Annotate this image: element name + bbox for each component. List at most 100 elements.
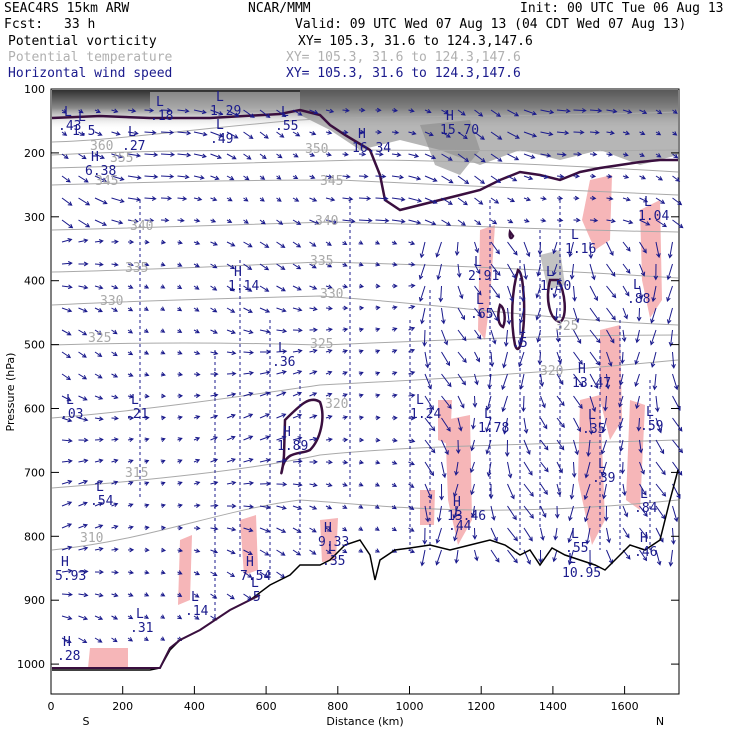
wind-arrow <box>457 329 467 342</box>
wind-arrow <box>639 241 647 254</box>
wind-arrow <box>226 571 236 578</box>
wind-arrow <box>424 131 434 137</box>
extremum-low: L1.24 <box>410 393 441 422</box>
wind-arrow <box>226 263 235 270</box>
wind-arrow <box>193 307 200 312</box>
wind-arrow <box>144 196 157 201</box>
wind-arrow <box>457 197 468 206</box>
y-tick-label: 400 <box>24 275 45 288</box>
wind-arrow <box>342 548 348 554</box>
wind-arrow <box>210 218 217 223</box>
extremum-value: 9.33 <box>318 535 349 550</box>
y-tick-label: 500 <box>24 339 45 352</box>
extremum-low: L.5 <box>512 322 528 351</box>
wind-arrow <box>309 130 317 136</box>
wind-arrow <box>375 174 387 179</box>
wind-arrow <box>292 219 302 225</box>
wind-arrow <box>523 527 533 542</box>
wind-arrow <box>342 129 349 135</box>
wind-arrow <box>422 527 428 545</box>
extremum-high: H16.34 <box>352 127 391 156</box>
wind-arrow <box>243 413 254 419</box>
north-label: N <box>656 715 664 728</box>
wind-arrow <box>226 241 236 247</box>
wind-arrow <box>391 174 405 180</box>
extremum-value: .46 <box>634 545 657 560</box>
wind-arrow <box>259 391 271 397</box>
wind-arrow <box>573 108 587 113</box>
wind-arrow <box>226 413 236 419</box>
wind-arrow <box>375 327 381 333</box>
x-tick-label: 1000 <box>396 700 424 713</box>
wind-arrow <box>375 349 381 354</box>
wind-arrow <box>160 614 166 619</box>
field-pv-xy: XY= 105.3, 31.6 to 124.3,147.6 <box>298 34 533 49</box>
wind-arrow <box>325 152 332 157</box>
wind-arrow <box>358 151 367 157</box>
extremum-marker: H <box>61 555 69 570</box>
wind-arrow <box>61 261 73 266</box>
wind-arrow <box>78 569 89 574</box>
y-tick-label: 600 <box>24 403 45 416</box>
wind-arrow <box>408 370 416 376</box>
wind-arrow <box>408 438 416 443</box>
wind-arrow <box>507 285 514 303</box>
wind-arrow <box>144 130 157 135</box>
wind-arrow <box>309 197 318 202</box>
wind-arrow <box>540 461 549 473</box>
wind-arrow <box>143 636 149 641</box>
wind-arrow <box>342 174 351 179</box>
wind-arrow <box>127 153 142 158</box>
wind-arrow <box>556 373 564 386</box>
wind-arrow <box>210 458 219 463</box>
wind-arrow <box>518 329 525 346</box>
wind-arrow <box>589 173 597 179</box>
wind-arrow <box>584 461 591 479</box>
wind-arrow <box>601 483 607 500</box>
wind-arrow <box>94 592 104 598</box>
wind-arrow <box>606 307 616 321</box>
wind-arrow <box>325 392 333 398</box>
wind-arrow <box>127 614 134 620</box>
extremum-value: 6.38 <box>85 164 116 179</box>
wind-arrow <box>622 241 631 252</box>
wind-arrow <box>391 437 398 443</box>
wind-arrow <box>391 327 398 332</box>
wind-arrow <box>259 263 270 271</box>
wind-arrow <box>342 151 349 157</box>
wind-arrow <box>391 262 398 267</box>
wind-speed-shading <box>88 175 662 668</box>
wind-arrow <box>111 437 119 442</box>
extremum-high: H5.93 <box>55 555 86 584</box>
wind-arrow <box>144 108 155 113</box>
wind-arrow <box>94 307 103 313</box>
wind-arrow <box>408 548 416 554</box>
wind-arrow <box>61 479 73 485</box>
wind-arrow <box>535 285 541 299</box>
wind-arrow <box>507 505 517 521</box>
wind-arrow <box>144 393 150 399</box>
wind-arrow <box>160 195 173 201</box>
wind-arrow <box>144 218 155 223</box>
wind-arrow <box>655 241 661 259</box>
wind-arrow <box>144 372 150 377</box>
wind-arrow <box>620 461 626 475</box>
wind-arrow <box>639 130 646 136</box>
wind-arrow <box>127 503 134 508</box>
isentrope-label: 345 <box>95 174 118 189</box>
wind-arrow <box>144 481 150 486</box>
wind-arrow <box>243 175 250 181</box>
wind-arrow <box>540 153 552 158</box>
wind-arrow <box>61 351 72 359</box>
wind-arrow <box>556 195 564 201</box>
extremum-marker: L <box>64 105 72 120</box>
wind-arrow <box>507 131 520 139</box>
wind-arrow <box>144 437 150 443</box>
wind-arrow <box>61 523 73 529</box>
wind-arrow <box>573 373 584 387</box>
y-tick-label: 300 <box>24 211 45 224</box>
wind-arrow <box>276 197 282 202</box>
wind-arrow <box>672 175 681 182</box>
wind-arrow <box>639 219 651 226</box>
